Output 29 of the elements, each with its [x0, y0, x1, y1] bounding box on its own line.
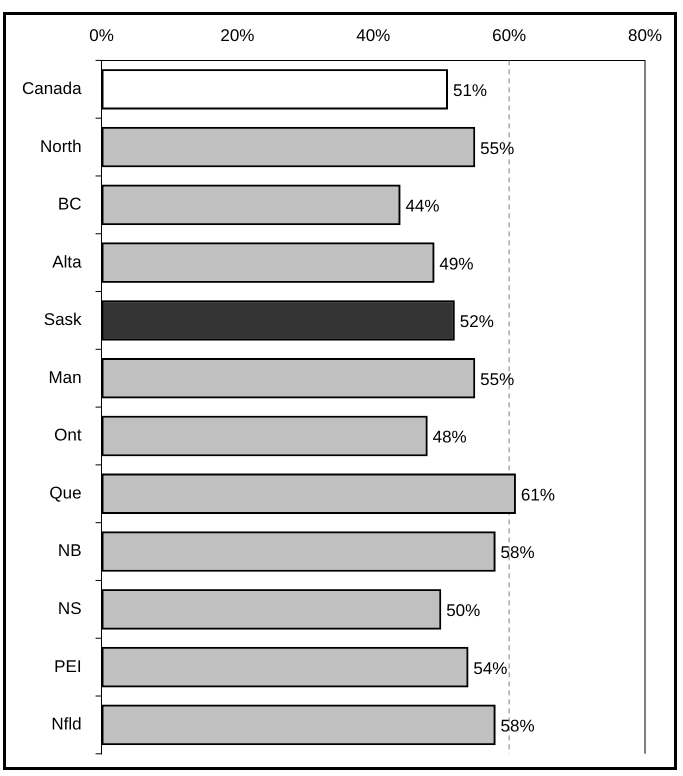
y-tick-label: Sask [44, 310, 82, 330]
data-label: 50% [446, 601, 480, 620]
data-label: 55% [480, 138, 514, 158]
data-label: 44% [405, 196, 440, 216]
y-tick-label: NB [58, 541, 82, 560]
x-tick-label: 0% [89, 26, 114, 45]
y-tick-label: Alta [52, 252, 82, 272]
data-label: 58% [500, 716, 535, 736]
y-tick-label: Nfld [51, 714, 82, 734]
data-label: 55% [480, 370, 514, 389]
data-label: 54% [473, 658, 508, 678]
y-tick-label: Canada [22, 78, 82, 98]
y-tick-label: PEI [54, 656, 82, 676]
data-label: 52% [460, 312, 494, 332]
data-label: 51% [453, 80, 488, 100]
y-tick-label: North [40, 136, 82, 156]
y-tick-label: Que [49, 483, 82, 502]
y-tick-label: Ont [54, 426, 82, 445]
x-tick-label: 60% [492, 26, 526, 45]
x-tick-label: 40% [356, 26, 390, 45]
x-tick-label: 20% [220, 26, 254, 45]
y-tick-label: NS [58, 599, 82, 618]
data-label: 48% [432, 428, 467, 447]
data-label: 58% [500, 543, 535, 562]
data-label: 61% [520, 485, 555, 504]
x-tick-label: 80% [628, 26, 662, 45]
y-tick-label: Man [48, 368, 82, 387]
y-tick-label: BC [58, 194, 82, 214]
data-label: 49% [439, 254, 474, 274]
